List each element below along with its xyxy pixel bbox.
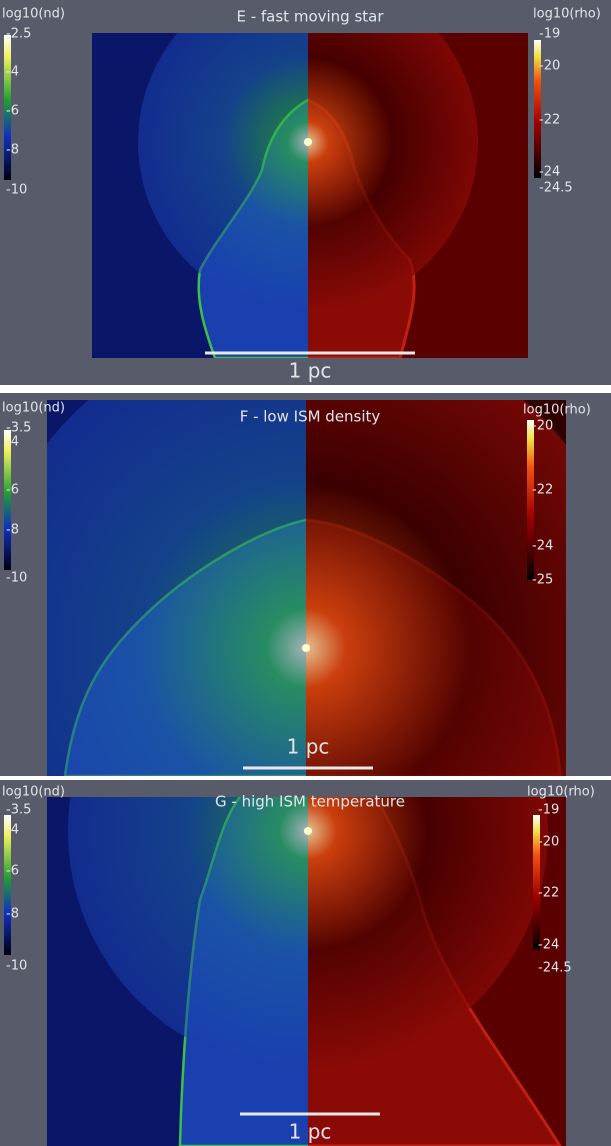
left-colorbar-label: log10(nd) — [2, 7, 65, 22]
right-colorbar-tick: -24 — [538, 938, 559, 953]
right-colorbar — [527, 420, 534, 580]
star — [304, 138, 312, 146]
right-colorbar-label: log10(rho) — [533, 7, 601, 22]
left-colorbar-tick: -4 — [6, 435, 19, 450]
left-colorbar-tick: -6 — [6, 483, 19, 498]
right-colorbar-tick: -24 — [532, 539, 553, 554]
left-colorbar-tick: -4 — [6, 65, 19, 80]
panel-title: F - low ISM density — [240, 408, 381, 426]
simulation-image — [92, 0, 528, 358]
left-colorbar-label: log10(nd) — [2, 401, 65, 416]
right-colorbar-tick: -24.5 — [539, 181, 573, 196]
left-colorbar-tick: -6 — [6, 864, 19, 879]
panel-title: G - high ISM temperature — [215, 793, 405, 811]
left-colorbar-tick: -10 — [6, 183, 27, 198]
right-colorbar-label: log10(rho) — [527, 785, 595, 800]
right-colorbar-tick: -22 — [539, 113, 560, 128]
left-colorbar-tick: -10 — [6, 571, 27, 586]
page: {"panels": [ {"title": "E - fast moving … — [0, 0, 611, 1146]
left-colorbar-tick: -10 — [6, 959, 27, 974]
left-colorbar-tick: -3.5 — [6, 803, 31, 818]
right-colorbar-tick: -24 — [539, 165, 560, 180]
right-colorbar-tick: -24.5 — [538, 961, 572, 976]
right-colorbar-tick: -19 — [539, 27, 560, 42]
left-colorbar-tick: -8 — [6, 523, 19, 538]
star — [302, 644, 310, 652]
right-colorbar-tick: -22 — [532, 483, 553, 498]
left-colorbar-tick: -4 — [6, 823, 19, 838]
right-colorbar-tick: -20 — [539, 59, 560, 74]
left-colorbar-tick: -2.5 — [6, 27, 31, 42]
right-colorbar-tick: -20 — [538, 835, 559, 850]
star — [304, 827, 312, 835]
left-colorbar-tick: -3.5 — [6, 421, 31, 436]
scale-bar-label: 1 pc — [287, 735, 330, 759]
left-colorbar — [4, 430, 11, 570]
panel-title: E - fast moving star — [236, 8, 384, 26]
left-colorbar-label: log10(nd) — [2, 785, 65, 800]
left-colorbar-tick: -6 — [6, 104, 19, 119]
left-colorbar-tick: -8 — [6, 143, 19, 158]
scale-bar-label: 1 pc — [289, 359, 332, 383]
figure: E - fast moving star log10(nd) -2.5 -4 -6 -8 -… — [0, 0, 611, 1146]
right-colorbar-tick: -20 — [532, 419, 553, 434]
right-colorbar-tick: -19 — [538, 803, 559, 818]
scale-bar-label: 1 pc — [289, 1120, 332, 1144]
left-colorbar-tick: -8 — [6, 907, 19, 922]
right-colorbar-label: log10(rho) — [523, 403, 591, 418]
right-colorbar-tick: -22 — [538, 886, 559, 901]
right-colorbar-tick: -25 — [532, 573, 553, 588]
